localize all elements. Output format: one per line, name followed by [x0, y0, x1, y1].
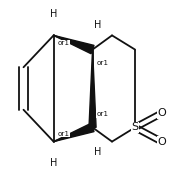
- Polygon shape: [89, 50, 96, 127]
- Text: H: H: [50, 158, 57, 168]
- Text: S: S: [132, 122, 139, 132]
- Text: O: O: [157, 108, 166, 118]
- Text: H: H: [94, 20, 101, 30]
- Text: H: H: [50, 9, 57, 19]
- Text: or1: or1: [57, 131, 69, 137]
- Text: H: H: [94, 147, 101, 157]
- Polygon shape: [54, 35, 94, 54]
- Text: or1: or1: [96, 111, 108, 117]
- Text: O: O: [157, 137, 166, 147]
- Polygon shape: [54, 123, 94, 142]
- Text: or1: or1: [96, 60, 108, 66]
- Text: or1: or1: [57, 40, 69, 46]
